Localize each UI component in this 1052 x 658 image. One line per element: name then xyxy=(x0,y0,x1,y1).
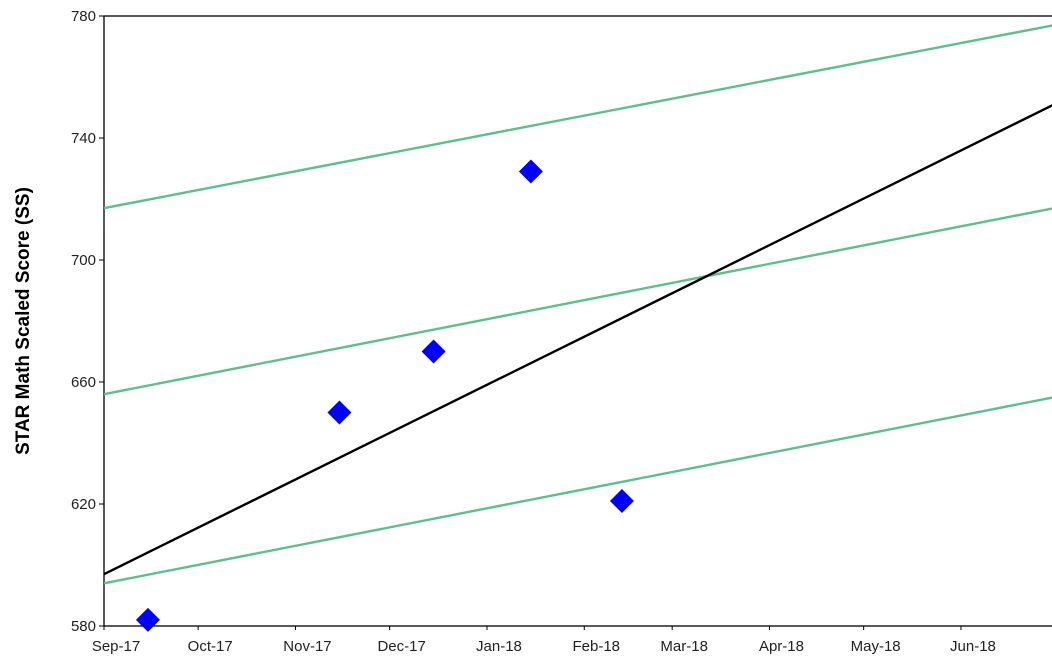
x-tick-label: Dec-17 xyxy=(377,638,425,655)
x-tick-label: Jun-18 xyxy=(950,638,996,655)
y-tick-label: 620 xyxy=(71,496,96,513)
x-tick-label: May-18 xyxy=(851,638,901,655)
data-point xyxy=(421,339,446,364)
x-tick-label: Mar-18 xyxy=(660,638,708,655)
x-tick-label: Feb-18 xyxy=(573,638,621,655)
y-tick-label: 580 xyxy=(71,618,96,635)
y-tick-label: 700 xyxy=(71,252,96,269)
y-tick-label: 660 xyxy=(71,374,96,391)
x-tick-label: Oct-17 xyxy=(188,638,233,655)
x-tick-label: Sep-17 xyxy=(92,638,140,655)
goal-line xyxy=(103,24,1052,210)
x-tick-label: Nov-17 xyxy=(283,638,331,655)
data-point xyxy=(609,488,634,513)
y-tick-label: 780 xyxy=(71,8,96,25)
data-point xyxy=(327,400,352,425)
x-tick-label: Apr-18 xyxy=(759,638,804,655)
data-point xyxy=(135,607,160,632)
data-point xyxy=(518,159,543,184)
goal-line xyxy=(103,207,1052,396)
x-tick-label: Jan-18 xyxy=(476,638,522,655)
trend-line xyxy=(103,104,1052,576)
plot-frame xyxy=(103,15,1052,627)
y-tick-label: 740 xyxy=(71,130,96,147)
goal-line xyxy=(103,396,1052,585)
